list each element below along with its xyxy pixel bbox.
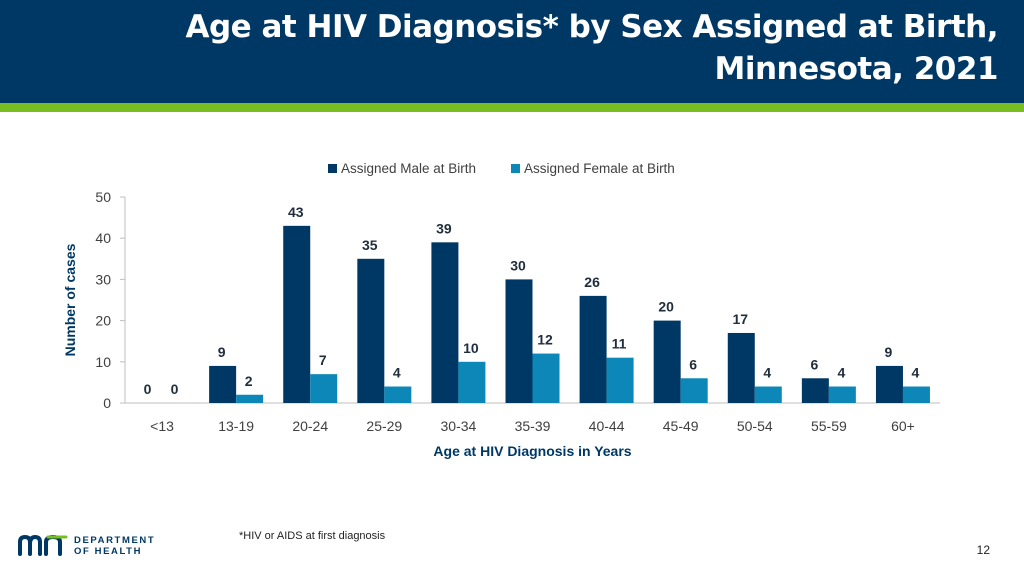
x-tick-label: 40-44 bbox=[589, 418, 625, 434]
slide-title: Age at HIV Diagnosis* by Sex Assigned at… bbox=[185, 9, 998, 87]
bar-male bbox=[431, 242, 459, 403]
data-label: 9 bbox=[885, 344, 893, 360]
data-label: 4 bbox=[763, 365, 771, 381]
bar-female bbox=[680, 378, 708, 403]
data-label: 4 bbox=[912, 365, 920, 381]
bar-female bbox=[236, 394, 264, 403]
data-label: 30 bbox=[510, 257, 526, 273]
y-tick-label: 10 bbox=[95, 354, 111, 370]
x-tick-label: 55-59 bbox=[811, 418, 847, 434]
bar-male bbox=[579, 295, 607, 403]
data-label: 35 bbox=[362, 237, 378, 253]
bar-female bbox=[310, 374, 338, 403]
x-tick-label: 25-29 bbox=[366, 418, 402, 434]
accent-stripe bbox=[0, 103, 1024, 112]
y-tick-label: 20 bbox=[95, 313, 111, 329]
x-tick-label: 60+ bbox=[891, 418, 915, 434]
legend-label: Assigned Female at Birth bbox=[524, 161, 675, 176]
footnote: *HIV or AIDS at first diagnosis bbox=[239, 530, 386, 542]
bar-female bbox=[902, 386, 930, 403]
bar-female bbox=[532, 353, 560, 403]
x-tick-label: 20-24 bbox=[292, 418, 328, 434]
bar-female bbox=[458, 361, 486, 403]
data-label: 39 bbox=[436, 220, 452, 236]
legend-swatch-male bbox=[328, 164, 337, 173]
bar-male bbox=[505, 279, 533, 403]
y-tick-label: 0 bbox=[103, 395, 111, 411]
data-label: 9 bbox=[218, 344, 226, 360]
title-banner bbox=[0, 0, 1024, 103]
data-label: 0 bbox=[144, 381, 152, 397]
data-label: 6 bbox=[810, 356, 818, 372]
bar-female bbox=[384, 386, 412, 403]
data-label: 20 bbox=[658, 299, 674, 315]
bar-female bbox=[754, 386, 782, 403]
logo-text: DEPARTMENT OF HEALTH bbox=[74, 535, 155, 557]
bar-male bbox=[357, 258, 385, 403]
legend-swatch-female bbox=[511, 164, 520, 173]
bar-male bbox=[801, 378, 829, 403]
bar-male bbox=[653, 320, 681, 403]
data-label: 7 bbox=[319, 352, 327, 368]
data-label: 0 bbox=[171, 381, 179, 397]
data-label: 2 bbox=[245, 373, 253, 389]
y-axis-title: Number of cases bbox=[62, 243, 78, 356]
bar-male bbox=[727, 332, 755, 403]
data-label: 43 bbox=[288, 204, 304, 220]
bar-male bbox=[283, 225, 311, 403]
x-tick-label: 30-34 bbox=[441, 418, 477, 434]
legend-label: Assigned Male at Birth bbox=[341, 161, 476, 176]
bar-male bbox=[875, 365, 903, 403]
page-number: 12 bbox=[976, 543, 990, 557]
data-label: 11 bbox=[612, 336, 627, 352]
x-tick-label: 35-39 bbox=[515, 418, 551, 434]
x-tick-label: 50-54 bbox=[737, 418, 773, 434]
logo-line-1: DEPARTMENT bbox=[74, 535, 156, 546]
mn-logo-icon bbox=[18, 534, 68, 556]
bar-male bbox=[209, 365, 237, 403]
y-tick-label: 40 bbox=[95, 230, 111, 246]
data-label: 4 bbox=[393, 365, 401, 381]
data-label: 4 bbox=[837, 365, 845, 381]
x-tick-label: 45-49 bbox=[663, 418, 699, 434]
x-tick-label: 13-19 bbox=[218, 418, 254, 434]
data-label: 17 bbox=[732, 311, 748, 327]
y-tick-label: 30 bbox=[95, 271, 111, 287]
bar-female bbox=[606, 357, 634, 403]
bar-female bbox=[828, 386, 856, 403]
data-label: 26 bbox=[584, 274, 600, 290]
y-tick-label: 50 bbox=[95, 189, 111, 205]
x-tick-label: <13 bbox=[150, 418, 174, 434]
data-label: 6 bbox=[689, 356, 697, 372]
data-label: 12 bbox=[537, 332, 553, 348]
data-label: 10 bbox=[463, 340, 479, 356]
logo-line-2: OF HEALTH bbox=[74, 546, 143, 557]
x-axis-title: Age at HIV Diagnosis in Years bbox=[433, 443, 631, 459]
